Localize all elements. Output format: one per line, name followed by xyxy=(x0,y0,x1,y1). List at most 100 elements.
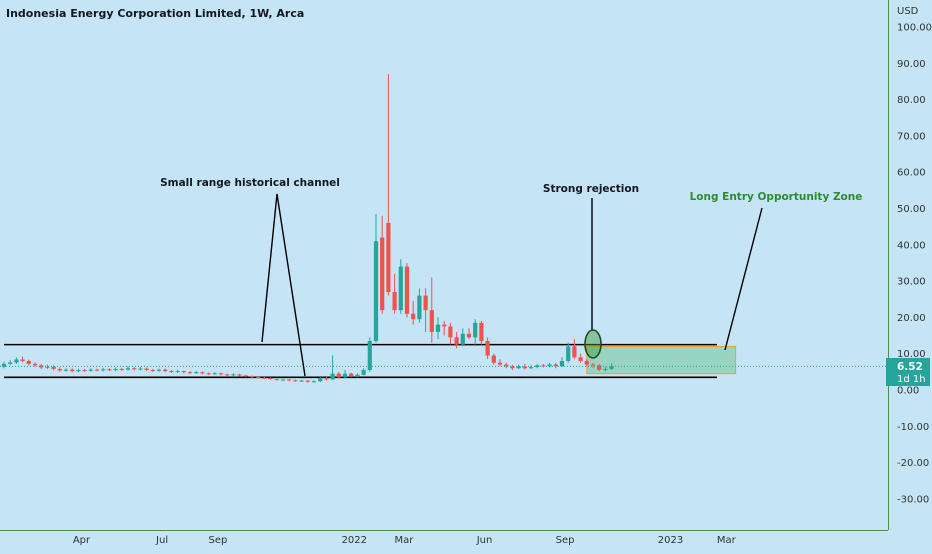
candle-body[interactable] xyxy=(603,368,608,370)
candle-body[interactable] xyxy=(26,360,31,364)
candle-body[interactable] xyxy=(305,380,310,382)
annotation-channel-arrow xyxy=(261,193,306,377)
candle-body[interactable] xyxy=(187,372,193,374)
candle-body[interactable] xyxy=(448,326,453,338)
candle-body[interactable] xyxy=(485,340,490,356)
candle-body[interactable] xyxy=(70,369,75,372)
candle-body[interactable] xyxy=(169,371,174,373)
candle-body[interactable] xyxy=(522,366,527,369)
candle-body[interactable] xyxy=(76,370,81,372)
candle-body[interactable] xyxy=(324,378,329,380)
candle-body[interactable] xyxy=(547,364,552,367)
candle-body[interactable] xyxy=(156,369,162,371)
candle-body[interactable] xyxy=(218,373,224,375)
candle-body[interactable] xyxy=(94,369,100,371)
candle-body[interactable] xyxy=(206,373,211,375)
candle-body[interactable] xyxy=(367,340,372,371)
candle-body[interactable] xyxy=(212,373,217,375)
candle-body[interactable] xyxy=(336,373,341,378)
candle-body[interactable] xyxy=(14,359,19,363)
candle-body[interactable] xyxy=(355,374,360,377)
candle-body[interactable] xyxy=(125,368,131,370)
candle-body[interactable] xyxy=(293,380,298,382)
candle-body[interactable] xyxy=(423,295,428,311)
candle-body[interactable] xyxy=(609,366,614,369)
candle-body[interactable] xyxy=(262,377,267,379)
candle-body[interactable] xyxy=(597,365,602,370)
candle-body[interactable] xyxy=(392,291,397,311)
candle-body[interactable] xyxy=(274,379,279,381)
candle-body[interactable] xyxy=(318,378,323,382)
candle-body[interactable] xyxy=(435,324,441,332)
candle-body[interactable] xyxy=(20,359,25,361)
candle-body[interactable] xyxy=(466,333,472,338)
candle-body[interactable] xyxy=(280,379,286,381)
candle-body[interactable] xyxy=(8,362,13,364)
candle-body[interactable] xyxy=(1,363,7,367)
candle-body[interactable] xyxy=(249,376,255,378)
candle-body[interactable] xyxy=(181,371,186,373)
candle-body[interactable] xyxy=(553,364,558,367)
candle-body[interactable] xyxy=(373,241,379,341)
candle-body[interactable] xyxy=(497,362,503,365)
candle-body[interactable] xyxy=(32,363,38,366)
candle-body[interactable] xyxy=(361,370,366,375)
candle-body[interactable] xyxy=(57,368,62,371)
candle-body[interactable] xyxy=(349,373,354,377)
candle-body[interactable] xyxy=(243,375,248,377)
candle-body[interactable] xyxy=(163,369,168,372)
candle-body[interactable] xyxy=(237,374,242,376)
candle-body[interactable] xyxy=(566,346,571,361)
candle-body[interactable] xyxy=(107,369,112,371)
candle-body[interactable] xyxy=(268,378,273,380)
candle-body[interactable] xyxy=(479,322,484,341)
candle-body[interactable] xyxy=(572,346,577,358)
candle-body[interactable] xyxy=(454,337,459,345)
candle-body[interactable] xyxy=(113,368,118,371)
candle-body[interactable] xyxy=(101,369,106,371)
candle-body[interactable] xyxy=(491,355,496,363)
candle-body[interactable] xyxy=(231,374,236,376)
candle-body[interactable] xyxy=(299,380,304,382)
candle-body[interactable] xyxy=(590,364,596,366)
candle-body[interactable] xyxy=(386,223,391,292)
candle-body[interactable] xyxy=(39,365,44,368)
candle-body[interactable] xyxy=(225,374,230,376)
candle-body[interactable] xyxy=(287,379,292,381)
candle-body[interactable] xyxy=(460,333,465,345)
candle-body[interactable] xyxy=(200,372,205,374)
candle-body[interactable] xyxy=(473,322,478,338)
candle-body[interactable] xyxy=(119,368,124,370)
candle-body[interactable] xyxy=(82,370,87,372)
candle-body[interactable] xyxy=(132,368,137,370)
candle-body[interactable] xyxy=(516,366,521,369)
candle-body[interactable] xyxy=(404,266,410,314)
candle-body[interactable] xyxy=(138,368,143,370)
candle-body[interactable] xyxy=(559,360,565,367)
candle-body[interactable] xyxy=(342,373,348,378)
candle-body[interactable] xyxy=(504,364,509,367)
candle-body[interactable] xyxy=(417,295,422,320)
candle-body[interactable] xyxy=(51,366,56,369)
candle-body[interactable] xyxy=(150,370,155,372)
candle-body[interactable] xyxy=(194,372,199,374)
candle-body[interactable] xyxy=(528,367,534,369)
candle-body[interactable] xyxy=(63,369,69,371)
candle-body[interactable] xyxy=(175,371,180,373)
candle-body[interactable] xyxy=(510,366,515,369)
candle-body[interactable] xyxy=(411,313,416,320)
candle-body[interactable] xyxy=(442,324,447,327)
candle-body[interactable] xyxy=(144,368,149,371)
candle-body[interactable] xyxy=(429,310,434,332)
candle-body[interactable] xyxy=(380,237,385,311)
candle-body[interactable] xyxy=(330,373,335,380)
candle-body[interactable] xyxy=(311,381,317,383)
candle-body[interactable] xyxy=(256,376,261,378)
candle-body[interactable] xyxy=(45,366,50,368)
candle-body[interactable] xyxy=(88,369,93,371)
candle-body[interactable] xyxy=(584,360,589,365)
candle-body[interactable] xyxy=(398,266,403,311)
candle-body[interactable] xyxy=(578,357,583,361)
